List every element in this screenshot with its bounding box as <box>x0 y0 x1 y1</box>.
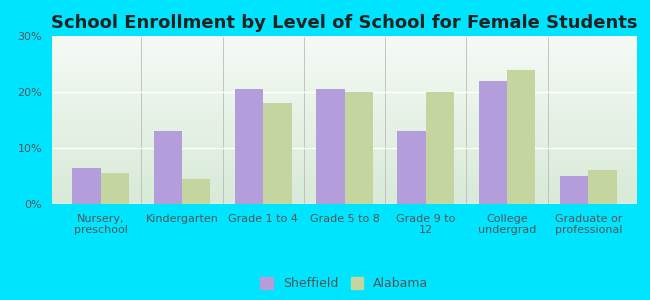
Title: School Enrollment by Level of School for Female Students: School Enrollment by Level of School for… <box>51 14 638 32</box>
Bar <box>478 81 507 204</box>
Bar <box>316 89 344 204</box>
Legend: Sheffield, Alabama: Sheffield, Alabama <box>255 272 434 295</box>
Bar <box>397 131 426 204</box>
Bar <box>426 92 454 204</box>
Bar <box>263 103 292 204</box>
Bar <box>153 131 182 204</box>
Bar <box>72 168 101 204</box>
Bar <box>507 70 536 204</box>
Bar <box>235 89 263 204</box>
Bar <box>344 92 373 204</box>
Bar <box>182 179 211 204</box>
Bar <box>101 173 129 204</box>
Bar <box>560 176 588 204</box>
Bar <box>588 170 617 204</box>
